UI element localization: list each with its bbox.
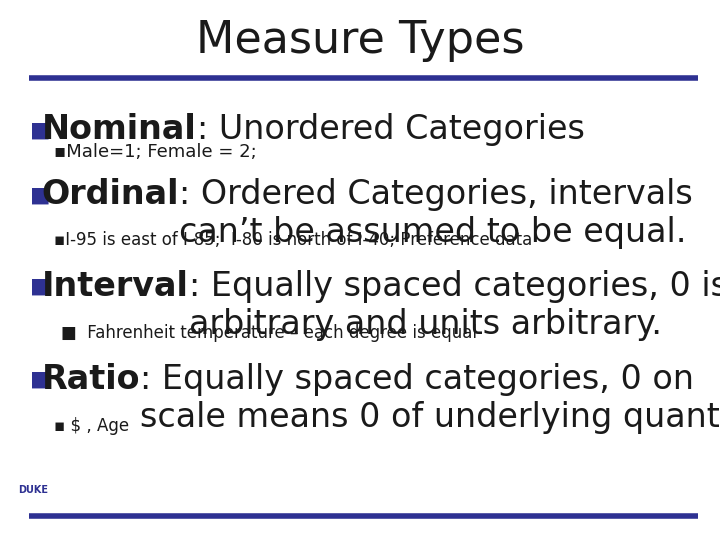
Text: ▪ $ , Age: ▪ $ , Age [54, 417, 129, 435]
Text: ▪: ▪ [29, 178, 51, 211]
Text: ▪Male=1; Female = 2;: ▪Male=1; Female = 2; [54, 143, 257, 161]
Text: : Unordered Categories: : Unordered Categories [197, 113, 585, 146]
Text: : Equally spaced categories, 0 is
arbitrary and units arbitrary.: : Equally spaced categories, 0 is arbitr… [189, 270, 720, 341]
Text: ▪: ▪ [29, 363, 51, 396]
Text: ▪: ▪ [29, 270, 51, 303]
Text: Ratio: Ratio [42, 363, 140, 396]
Text: Measure Types: Measure Types [196, 19, 524, 62]
Text: Interval: Interval [42, 270, 189, 303]
Text: ▪: ▪ [29, 113, 51, 146]
Text: Nominal: Nominal [42, 113, 197, 146]
Text: : Equally spaced categories, 0 on
scale means 0 of underlying quantity.: : Equally spaced categories, 0 on scale … [140, 363, 720, 434]
Text: DUKE: DUKE [18, 485, 48, 495]
Text: Ordinal: Ordinal [42, 178, 179, 211]
Text: ▪I-95 is east of I-85;  I-80 is north of I-40; Preference data: ▪I-95 is east of I-85; I-80 is north of … [54, 231, 532, 249]
Text: : Ordered Categories, intervals
can’t be assumed to be equal.: : Ordered Categories, intervals can’t be… [179, 178, 693, 249]
Text: ■  Fahrenheit temperature – each degree is equal: ■ Fahrenheit temperature – each degree i… [61, 324, 477, 342]
